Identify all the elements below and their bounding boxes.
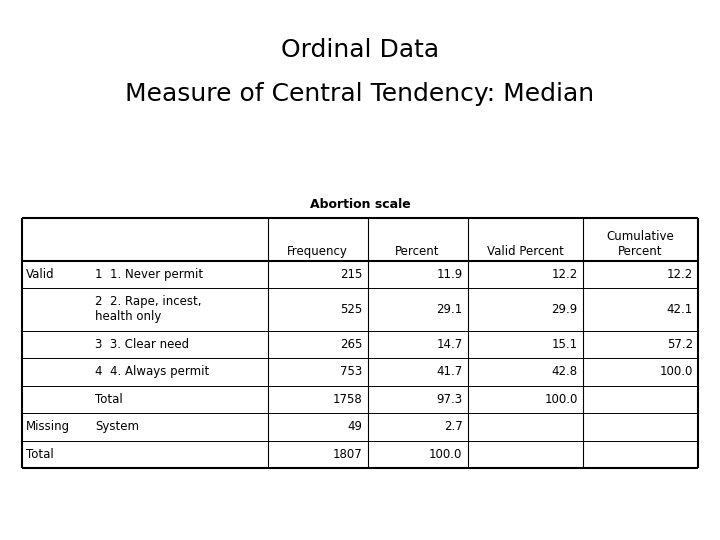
Text: 12.2: 12.2: [667, 268, 693, 281]
Text: 14.7: 14.7: [436, 338, 462, 351]
Text: Percent: Percent: [395, 245, 440, 258]
Text: 12.2: 12.2: [552, 268, 577, 281]
Text: System: System: [95, 420, 139, 433]
Text: 57.2: 57.2: [667, 338, 693, 351]
Text: Measure of Central Tendency: Median: Measure of Central Tendency: Median: [125, 82, 595, 106]
Text: 215: 215: [341, 268, 363, 281]
Text: 42.8: 42.8: [552, 366, 577, 379]
Text: 1758: 1758: [333, 393, 363, 406]
Text: 100.0: 100.0: [660, 366, 693, 379]
Text: Ordinal Data: Ordinal Data: [281, 38, 439, 62]
Text: 100.0: 100.0: [429, 448, 462, 461]
Text: 49: 49: [348, 420, 363, 433]
Text: 525: 525: [341, 303, 363, 316]
Text: 4  4. Always permit: 4 4. Always permit: [95, 366, 210, 379]
Text: Cumulative
Percent: Cumulative Percent: [606, 230, 674, 258]
Text: 29.1: 29.1: [436, 303, 462, 316]
Text: 11.9: 11.9: [436, 268, 462, 281]
Text: Total: Total: [26, 448, 54, 461]
Text: 1807: 1807: [333, 448, 363, 461]
Text: 97.3: 97.3: [436, 393, 462, 406]
Text: 3  3. Clear need: 3 3. Clear need: [95, 338, 189, 351]
Text: Frequency: Frequency: [287, 245, 348, 258]
Text: Abortion scale: Abortion scale: [310, 198, 410, 211]
Text: 2.7: 2.7: [444, 420, 462, 433]
Text: 100.0: 100.0: [544, 393, 577, 406]
Text: 15.1: 15.1: [552, 338, 577, 351]
Text: 41.7: 41.7: [436, 366, 462, 379]
Text: 29.9: 29.9: [552, 303, 577, 316]
Text: Missing: Missing: [26, 420, 70, 433]
Text: 265: 265: [341, 338, 363, 351]
Text: Total: Total: [95, 393, 123, 406]
Text: Valid: Valid: [26, 268, 55, 281]
Text: 2  2. Rape, incest,
health only: 2 2. Rape, incest, health only: [95, 295, 202, 323]
Text: 42.1: 42.1: [667, 303, 693, 316]
Text: 1  1. Never permit: 1 1. Never permit: [95, 268, 203, 281]
Text: 753: 753: [341, 366, 363, 379]
Text: Valid Percent: Valid Percent: [487, 245, 564, 258]
